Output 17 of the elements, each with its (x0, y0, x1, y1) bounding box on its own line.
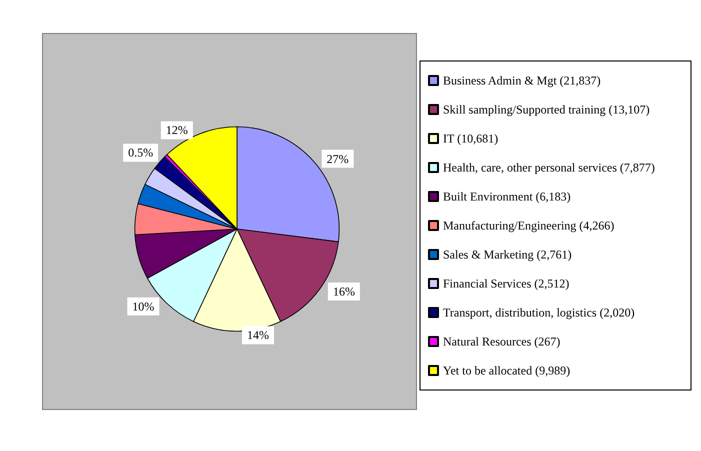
legend-label: Transport, distribution, logistics (2,020) (443, 306, 635, 320)
legend-label: Built Environment (6,183) (443, 190, 571, 204)
data-label: 10% (132, 299, 154, 314)
data-label: 16% (332, 284, 355, 298)
legend-label: Skill sampling/Supported training (13,107) (443, 102, 650, 116)
legend-label: Manufacturing/Engineering (4,266) (443, 218, 614, 232)
data-label: 12% (166, 123, 188, 138)
legend-label: Health, care, other personal services (7,877) (443, 160, 655, 174)
data-label: 0.5% (128, 146, 154, 160)
data-label: 27% (326, 152, 349, 166)
legend-label: IT (10,681) (443, 132, 498, 146)
data-label: 14% (247, 328, 269, 342)
legend-label: Yet to be allocated (9,989) (443, 364, 570, 378)
legend-label: Financial Services (2,512) (443, 276, 570, 290)
legend-label: Sales & Marketing (2,761) (443, 248, 572, 262)
legend-label: Business Admin & Mgt (21,837) (443, 74, 601, 88)
legend-label: Natural Resources (267) (443, 334, 560, 348)
